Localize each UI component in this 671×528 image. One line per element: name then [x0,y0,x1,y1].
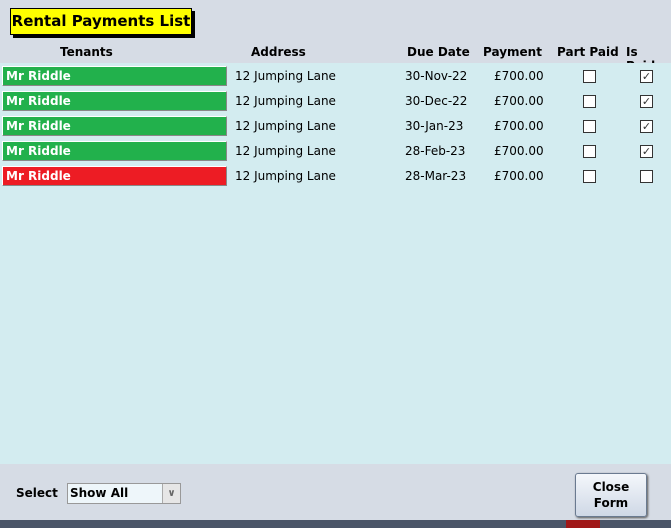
part-paid-checkbox[interactable] [583,145,596,158]
payment-cell: £700.00 [494,144,544,158]
header-part-paid: Part Paid [557,45,619,59]
tenant-field[interactable]: Mr Riddle [2,166,227,186]
address-cell: 12 Jumping Lane [235,69,336,83]
table-row: Mr Riddle 12 Jumping Lane 28-Mar-23 £700… [0,163,671,188]
is-paid-checkbox[interactable] [640,170,653,183]
due-date-cell: 30-Dec-22 [405,94,468,108]
background-red-block [566,520,600,528]
header-due-date: Due Date [407,45,470,59]
due-date-cell: 28-Mar-23 [405,169,467,183]
payment-cell: £700.00 [494,69,544,83]
is-paid-checkbox[interactable]: ✓ [640,145,653,158]
table-row: Mr Riddle 12 Jumping Lane 30-Nov-22 £700… [0,63,671,88]
form-title: Rental Payments List [10,8,192,35]
payments-list: Mr Riddle 12 Jumping Lane 30-Nov-22 £700… [0,63,671,464]
filter-select-value: Show All [70,486,129,500]
payment-cell: £700.00 [494,94,544,108]
header-address: Address [251,45,306,59]
payment-cell: £700.00 [494,169,544,183]
address-cell: 12 Jumping Lane [235,119,336,133]
due-date-cell: 30-Jan-23 [405,119,464,133]
tenant-field[interactable]: Mr Riddle [2,141,227,161]
payment-cell: £700.00 [494,119,544,133]
tenant-field[interactable]: Mr Riddle [2,66,227,86]
address-cell: 12 Jumping Lane [235,94,336,108]
background-window-strip [0,520,671,528]
is-paid-checkbox[interactable]: ✓ [640,95,653,108]
address-cell: 12 Jumping Lane [235,144,336,158]
address-cell: 12 Jumping Lane [235,169,336,183]
table-row: Mr Riddle 12 Jumping Lane 28-Feb-23 £700… [0,138,671,163]
chevron-down-icon[interactable]: ∨ [162,484,180,503]
tenant-field[interactable]: Mr Riddle [2,116,227,136]
part-paid-checkbox[interactable] [583,120,596,133]
due-date-cell: 28-Feb-23 [405,144,466,158]
close-form-button[interactable]: Close Form [575,473,647,517]
part-paid-checkbox[interactable] [583,95,596,108]
due-date-cell: 30-Nov-22 [405,69,468,83]
is-paid-checkbox[interactable]: ✓ [640,120,653,133]
part-paid-checkbox[interactable] [583,70,596,83]
table-row: Mr Riddle 12 Jumping Lane 30-Dec-22 £700… [0,88,671,113]
tenant-field[interactable]: Mr Riddle [2,91,227,111]
is-paid-checkbox[interactable]: ✓ [640,70,653,83]
close-form-label-line1: Close [592,480,630,494]
table-row: Mr Riddle 12 Jumping Lane 30-Jan-23 £700… [0,113,671,138]
close-form-label-line2: Form [593,496,629,510]
filter-select[interactable]: Show All ∨ [67,483,181,504]
header-tenants: Tenants [60,45,113,59]
header-payment: Payment [483,45,542,59]
part-paid-checkbox[interactable] [583,170,596,183]
select-label: Select [16,486,58,500]
